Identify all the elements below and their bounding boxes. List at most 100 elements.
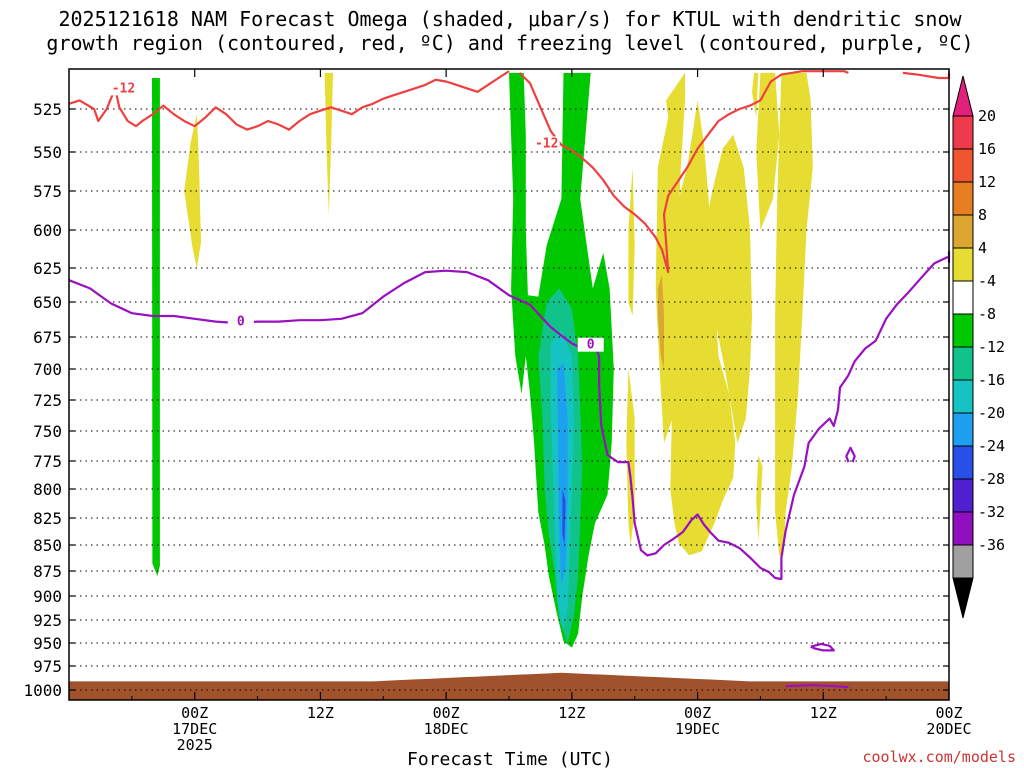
x-tick-sub1-2: 18DEC [424, 720, 469, 738]
freezing-label-1: 0 [237, 315, 245, 330]
y-tick-label-675: 675 [33, 328, 62, 347]
omega-region-14 [775, 72, 813, 556]
y-tick-label-525: 525 [33, 100, 62, 119]
x-tick-label-2: 00Z [433, 704, 460, 722]
y-tick-label-1000: 1000 [23, 681, 62, 700]
y-axis: 525 550 575 600 625 650 675 700 725 750 775 800 825 8… [23, 100, 949, 700]
chart-title-line1: 2025121618 NAM Forecast Omega (shaded, μ… [58, 7, 962, 31]
freezing-contour-line [68, 251, 951, 581]
colorbar-label-6: -8 [978, 305, 996, 323]
colorbar-swatch-11 [952, 478, 974, 513]
y-tick-label-875: 875 [33, 562, 62, 581]
colorbar-label-2: 12 [978, 173, 996, 191]
colorbar-swatch-1 [952, 148, 974, 183]
colorbar-bottom-arrow [952, 577, 974, 619]
contour-label-layer: -12 -12 0 0 [110, 81, 604, 353]
y-tick-label-625: 625 [33, 259, 62, 278]
terrain-layer [69, 672, 949, 700]
freezing-label-2-bg [577, 337, 604, 352]
omega-region-0 [152, 78, 160, 576]
colorbar-top-arrow [952, 75, 974, 117]
y-tick-label-700: 700 [33, 360, 62, 379]
x-tick-label-1: 12Z [307, 704, 334, 722]
y-tick-label-600: 600 [33, 221, 62, 240]
terrain-band [69, 672, 949, 700]
colorbar-swatch-13 [952, 544, 974, 579]
colorbar-label-3: 8 [978, 206, 987, 224]
colorbar-label-13: -36 [978, 536, 1005, 554]
omega-region-6 [557, 362, 568, 586]
x-tick-label-4: 00Z [684, 704, 711, 722]
omega-region-10 [670, 100, 736, 556]
colorbar-swatch-3 [952, 214, 974, 249]
colorbar-swatch-12 [952, 511, 974, 546]
x-tick-label-6: 00Z [935, 704, 962, 722]
y-tick-label-550: 550 [33, 143, 62, 162]
colorbar-swatch-9 [952, 412, 974, 447]
plot-area [69, 69, 949, 700]
y-tick-label-925: 925 [33, 611, 62, 630]
dgz-contour-line-2 [518, 70, 849, 274]
colorbar-label-7: -12 [978, 338, 1005, 356]
colorbar-label-1: 16 [978, 140, 996, 158]
colorbar-label-4: 4 [978, 239, 987, 257]
x-tick-label-5: 12Z [810, 704, 837, 722]
colorbar-label-0: 20 [978, 107, 996, 125]
x-tick-sub1-0: 17DEC [172, 720, 217, 738]
y-tick-label-825: 825 [33, 509, 62, 528]
dgz-label-1-bg [110, 81, 137, 96]
colorbar-swatch-10 [952, 445, 974, 480]
colorbar-swatch-5 [952, 280, 974, 315]
omega-shaded-layer [152, 72, 813, 648]
y-tick-label-775: 775 [33, 452, 62, 471]
omega-region-16 [756, 455, 763, 541]
x-tick-label-3: 12Z [558, 704, 585, 722]
colorbar-label-12: -32 [978, 503, 1005, 521]
credit-text: coolwx.com/models [862, 748, 1016, 766]
colorbar-swatch-4 [952, 247, 974, 282]
x-tick-sub2-0: 2025 [177, 736, 213, 754]
colorbar-swatch-7 [952, 346, 974, 381]
y-tick-label-650: 650 [33, 293, 62, 312]
dgz-label-1: -12 [112, 81, 135, 96]
colorbar-label-8: -16 [978, 371, 1005, 389]
freezing-label-1-bg [227, 314, 254, 329]
colorbar-label-5: -4 [978, 272, 996, 290]
y-tick-label-725: 725 [33, 391, 62, 410]
freezing-contour-loop-1 [810, 642, 835, 652]
freezing-contour-loop-2 [785, 684, 849, 689]
y-tick-label-975: 975 [33, 657, 62, 676]
colorbar-label-9: -20 [978, 404, 1005, 422]
dgz-contour-line-1 [68, 70, 510, 131]
y-tick-label-950: 950 [33, 634, 62, 653]
omega-region-11 [701, 134, 752, 444]
dgz-label-2: -12 [535, 136, 558, 151]
colorbar-swatch-8 [952, 379, 974, 414]
contour-layer [68, 70, 951, 689]
x-tick-sub1-4: 19DEC [675, 720, 720, 738]
colorbar-label-11: -28 [978, 470, 1005, 488]
grid-layer [69, 108, 949, 691]
omega-region-8 [628, 167, 635, 316]
colorbar-swatch-6 [952, 313, 974, 348]
colorbar-swatch-2 [952, 181, 974, 216]
omega-region-7 [562, 489, 566, 545]
colorbar: 20 16 12 8 4 -4 -8 -12 -16 -20 -24 -28 -32 -36 [952, 75, 1005, 619]
freezing-label-2: 0 [587, 338, 595, 353]
colorbar-label-10: -24 [978, 437, 1005, 455]
y-tick-label-575: 575 [33, 182, 62, 201]
y-tick-label-900: 900 [33, 587, 62, 606]
dgz-label-2-bg [533, 136, 560, 151]
freezing-contour-loop-0 [845, 446, 856, 463]
x-tick-label-0: 00Z [181, 704, 208, 722]
chart-title-line2: growth region (contoured, red, ºC) and f… [46, 31, 973, 55]
omega-region-13 [752, 72, 759, 118]
y-tick-label-800: 800 [33, 480, 62, 499]
y-tick-label-850: 850 [33, 536, 62, 555]
colorbar-swatch-0 [952, 115, 974, 150]
x-axis-label: Forecast Time (UTC) [407, 749, 613, 768]
omega-region-17 [657, 274, 664, 369]
x-tick-sub1-6: 20DEC [926, 720, 971, 738]
